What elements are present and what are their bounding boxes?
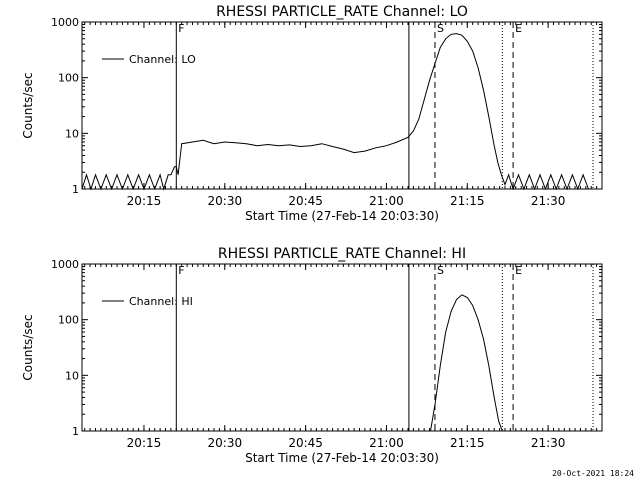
y-tick-label: 1000 <box>51 258 79 271</box>
plot-frame <box>81 21 603 190</box>
generation-timestamp: 20-Oct-2021 18:24 <box>552 469 634 478</box>
event-marker-label: F <box>178 22 184 35</box>
x-tick-label: 20:15 <box>127 194 162 208</box>
x-tick-label: 21:15 <box>450 436 485 450</box>
x-tick-label: 20:45 <box>288 436 323 450</box>
x-tick-label: 21:00 <box>369 194 404 208</box>
legend-label: Channel: HI <box>129 295 193 308</box>
chart-title: RHESSI PARTICLE_RATE Channel: HI <box>218 246 466 262</box>
series-line <box>81 33 589 191</box>
x-tick-label: 21:30 <box>531 194 566 208</box>
plot-frame <box>81 263 603 432</box>
event-marker-label: S <box>437 264 444 277</box>
y-tick-label: 100 <box>58 314 79 327</box>
y-tick-label: 1 <box>72 425 79 438</box>
event-marker-label: E <box>515 264 522 277</box>
lo-channel-panel: RHESSI PARTICLE_RATE Channel: LO 1 10 100 10… <box>21 4 603 223</box>
hi-channel-panel: RHESSI PARTICLE_RATE Channel: HI 1 10 100 10… <box>21 246 603 465</box>
chart-title: RHESSI PARTICLE_RATE Channel: LO <box>216 4 468 20</box>
y-tick-label: 1000 <box>51 16 79 29</box>
event-marker-label: F <box>178 264 184 277</box>
x-axis-label: Start Time (27-Feb-14 20:03:30) <box>245 209 439 223</box>
y-axis-label: Counts/sec <box>21 314 35 380</box>
y-tick-label: 100 <box>58 72 79 85</box>
event-marker-label: E <box>515 22 522 35</box>
x-tick-label: 21:30 <box>531 436 566 450</box>
y-tick-label: 10 <box>65 127 79 140</box>
x-axis-label: Start Time (27-Feb-14 20:03:30) <box>245 451 439 465</box>
y-axis-label: Counts/sec <box>21 72 35 138</box>
y-tick-label: 1 <box>72 183 79 196</box>
x-tick-label: 20:30 <box>208 194 243 208</box>
x-tick-label: 20:15 <box>127 436 162 450</box>
legend-label: Channel: LO <box>129 53 196 66</box>
x-tick-label: 20:30 <box>208 436 243 450</box>
event-marker-label: S <box>437 22 444 35</box>
series-line <box>430 294 503 432</box>
x-tick-label: 21:15 <box>450 194 485 208</box>
y-tick-label: 10 <box>65 369 79 382</box>
x-tick-label: 20:45 <box>288 194 323 208</box>
x-tick-label: 21:00 <box>369 436 404 450</box>
